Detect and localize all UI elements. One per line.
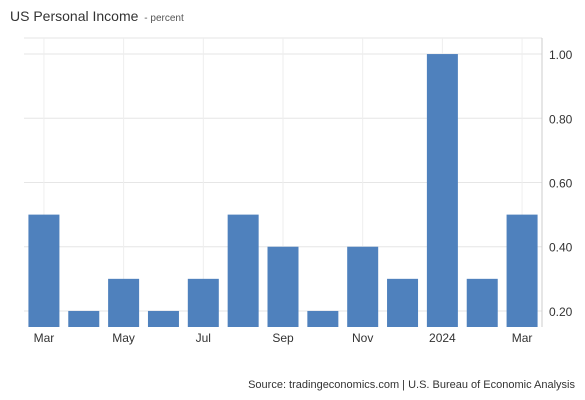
chart-title-text: US Personal Income (10, 8, 139, 24)
source-note: Source: tradingeconomics.com | U.S. Bure… (248, 379, 575, 391)
y-tick-label: 0.80 (549, 112, 573, 126)
bar-feb-11 (466, 278, 498, 327)
chart-title: US Personal Income - percent (10, 8, 184, 24)
x-tick-label: Mar (512, 331, 533, 345)
bar-sep-6 (267, 246, 299, 327)
x-tick-label: May (112, 331, 135, 345)
bar-jun-3 (147, 310, 179, 327)
bar-may-2 (108, 278, 140, 327)
y-tick-label: 0.40 (549, 241, 573, 255)
x-tick-label: Mar (34, 331, 55, 345)
bar-mar-0 (28, 214, 60, 327)
bar-nov-8 (347, 246, 379, 327)
x-tick-label: Jul (196, 331, 211, 345)
x-tick-label: Sep (272, 331, 294, 345)
x-tick-label: 2024 (429, 331, 456, 345)
chart-subtitle: - percent (144, 13, 184, 24)
bar-mar-12 (506, 214, 538, 327)
bar-dec-9 (387, 278, 419, 327)
y-tick-label: 1.00 (549, 48, 573, 62)
bar-apr-1 (68, 310, 100, 327)
bar-oct-7 (307, 310, 339, 327)
y-tick-label: 0.20 (549, 305, 573, 319)
x-tick-label: Nov (352, 331, 373, 345)
bar-jul-4 (187, 278, 219, 327)
bar-aug-5 (227, 214, 259, 327)
bar-2024-10 (426, 54, 458, 328)
y-tick-label: 0.60 (549, 177, 573, 191)
